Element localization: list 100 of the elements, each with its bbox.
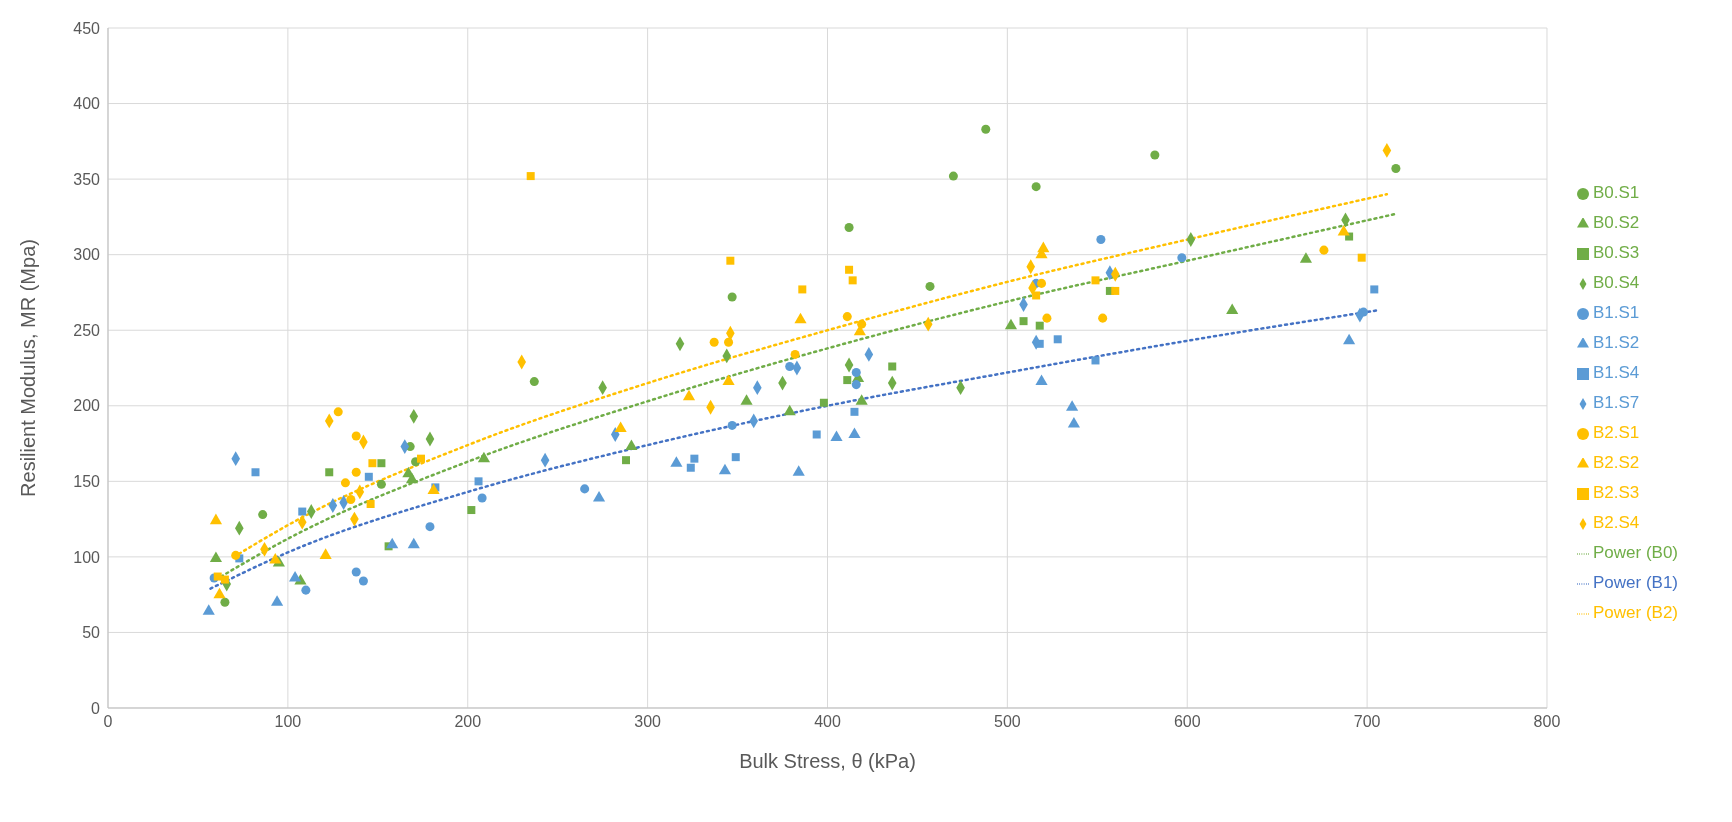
point (526, 172, 535, 181)
y-tick-label: 400 (73, 95, 101, 113)
point (855, 394, 868, 405)
point (407, 537, 420, 549)
point (727, 420, 737, 430)
legend-label: B0.S2 (1592, 213, 1640, 232)
point (1177, 253, 1187, 263)
point (580, 484, 590, 494)
y-axis-title: Resilient Modulus, MR (Mpa) (17, 239, 40, 497)
point (851, 368, 861, 378)
legend-label: B2.S4 (1592, 513, 1640, 532)
point (368, 459, 377, 468)
point (888, 362, 897, 371)
point (948, 171, 958, 181)
y-tick-label: 300 (73, 246, 101, 264)
point (220, 575, 229, 584)
point (1004, 318, 1018, 330)
point (358, 576, 368, 586)
point (325, 468, 334, 477)
point (783, 404, 796, 416)
point (416, 454, 425, 463)
point (231, 550, 241, 560)
point (731, 453, 740, 462)
legend-label: B1.S4 (1592, 363, 1640, 382)
point (848, 276, 857, 285)
y-tick-label: 50 (82, 624, 101, 642)
line-series (209, 309, 1378, 590)
x-tick-label: 300 (634, 713, 662, 731)
point (798, 285, 807, 294)
y-tick-label: 200 (73, 397, 101, 415)
y-tick-label: 450 (73, 19, 101, 37)
y-tick-label: 250 (73, 321, 101, 339)
point (842, 312, 852, 322)
point (614, 421, 627, 432)
legend-label: Power (B2) (1592, 603, 1678, 622)
point (251, 468, 260, 477)
legend-label: B1.S2 (1592, 333, 1640, 352)
point (850, 407, 859, 416)
point (346, 494, 356, 504)
point (1037, 278, 1047, 288)
y-tick-label: 350 (73, 170, 101, 188)
point (366, 500, 375, 508)
point (625, 439, 638, 451)
point (690, 454, 699, 463)
legend-label: B1.S7 (1592, 393, 1640, 412)
point (1042, 313, 1052, 323)
point (1091, 356, 1100, 365)
point (202, 604, 215, 615)
point (1226, 303, 1239, 315)
point (351, 567, 361, 577)
point (467, 506, 476, 515)
point (726, 256, 735, 265)
point (377, 459, 386, 468)
point (340, 478, 350, 488)
y-tick-label: 100 (73, 548, 101, 566)
point (351, 467, 361, 477)
point (727, 292, 737, 302)
point (830, 430, 843, 442)
point (1091, 276, 1100, 285)
point (622, 456, 631, 465)
x-tick-label: 700 (1353, 713, 1381, 731)
point (1053, 335, 1062, 344)
point (351, 431, 361, 441)
x-tick-label: 400 (814, 713, 841, 731)
x-axis-title: Bulk Stress, θ (kPa) (739, 750, 916, 772)
point (1370, 285, 1379, 294)
point (474, 477, 483, 486)
point (1098, 313, 1108, 323)
point (1031, 182, 1041, 192)
legend-label: Power (B0) (1592, 543, 1678, 562)
point (213, 587, 226, 599)
point (1019, 317, 1028, 326)
point (740, 394, 753, 405)
point (1319, 245, 1329, 255)
point (812, 430, 821, 439)
x-tick-label: 0 (103, 713, 113, 731)
point (477, 493, 487, 503)
point (1066, 400, 1079, 411)
point (686, 463, 695, 472)
point (592, 490, 606, 502)
y-tick-label: 0 (91, 699, 101, 717)
y-tick-label: 150 (73, 473, 101, 491)
point (405, 472, 419, 484)
x-tick-label: 600 (1173, 713, 1201, 731)
point (1391, 164, 1401, 174)
point (1111, 286, 1120, 295)
point (1357, 253, 1366, 262)
point (319, 548, 332, 559)
point (794, 312, 807, 324)
point (529, 377, 539, 387)
point (1150, 150, 1160, 160)
point (298, 507, 307, 516)
point (981, 124, 991, 134)
point (427, 483, 440, 494)
point (258, 510, 268, 520)
point (364, 472, 373, 481)
legend-label: B2.S1 (1592, 423, 1640, 442)
point (386, 537, 399, 549)
point (670, 456, 683, 467)
point (790, 349, 800, 359)
